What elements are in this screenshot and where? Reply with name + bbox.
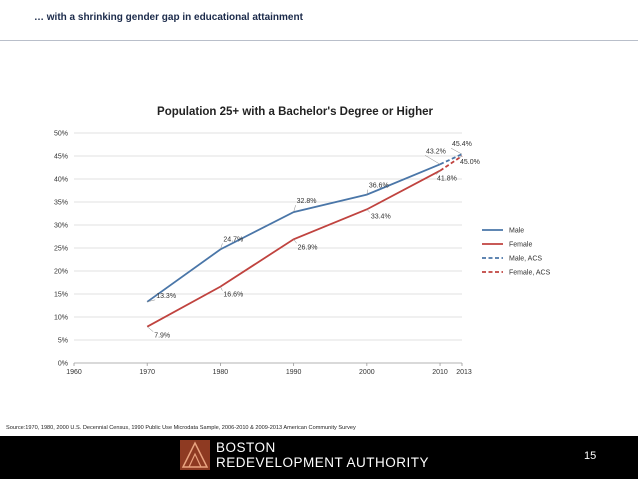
y-tick-label: 40% [54, 177, 68, 184]
data-label-leader [458, 155, 463, 159]
y-tick-label: 15% [54, 292, 68, 299]
data-label: 33.4% [371, 213, 391, 220]
series-line-female [146, 169, 441, 328]
y-tick-label: 20% [54, 269, 68, 276]
y-tick-label: 5% [58, 338, 68, 345]
legend-entry: Female, ACS [509, 270, 551, 277]
bra-logo: BOSTON REDEVELOPMENT AUTHORITY [180, 440, 429, 470]
data-label: 26.9% [298, 244, 318, 251]
data-label-leader [424, 155, 441, 165]
data-label-leader [147, 326, 154, 332]
data-label-leader [147, 299, 156, 303]
data-label-leader [366, 209, 371, 213]
data-label: 16.6% [223, 292, 243, 299]
x-tick-label: 1960 [66, 369, 82, 376]
y-tick-label: 35% [54, 200, 68, 207]
data-label-leader [293, 205, 296, 213]
chart-legend: Male Female Male, ACS Female, ACS [482, 228, 551, 277]
y-tick-label: 10% [54, 315, 68, 322]
series-line-female-acs [439, 155, 463, 172]
legend-entry: Male, ACS [509, 256, 542, 263]
bachelor-degree-line-chart: Population 25+ with a Bachelor's Degree … [54, 106, 551, 377]
data-label-leader [450, 147, 463, 155]
data-label: 41.8% [437, 176, 457, 183]
data-label: 45.4% [452, 141, 472, 148]
x-tick-label: 2010 [432, 369, 448, 376]
header-divider [0, 40, 638, 41]
y-tick-label: 25% [54, 246, 68, 253]
data-label: 32.8% [297, 198, 317, 205]
x-tick-label: 1990 [286, 369, 302, 376]
logo-line-2: REDEVELOPMENT AUTHORITY [216, 455, 430, 470]
data-label: 36.6% [369, 183, 389, 190]
chart-data-labels: 13.3% 24.7% 32.8% 36.6% 43.2% 7.9% 16.6% 26.9% 3… [147, 141, 480, 340]
data-label-leader [220, 243, 223, 250]
y-tick-label: 30% [54, 223, 68, 230]
data-label: 45.0% [460, 159, 480, 166]
slide-headline: … with a shrinking gender gap in educati… [34, 12, 303, 23]
data-label-leader [293, 239, 297, 244]
data-label: 24.7% [223, 236, 243, 243]
series-line-male-acs [439, 153, 463, 166]
footer-bar [0, 436, 638, 479]
x-tick-label: 1970 [139, 369, 155, 376]
chart-gridlines [74, 132, 462, 364]
data-label: 7.9% [154, 333, 170, 340]
data-label-leader [366, 189, 369, 195]
y-tick-label: 45% [54, 154, 68, 161]
chart-series-lines [146, 153, 463, 328]
legend-entry: Female [509, 242, 532, 249]
source-note: Source:1970, 1980, 2000 U.S. Decennial C… [6, 425, 356, 431]
y-tick-label: 0% [58, 361, 68, 368]
page-number: 15 [584, 450, 597, 462]
data-label: 13.3% [156, 293, 176, 300]
data-label: 43.2% [426, 148, 446, 155]
x-tick-label: 2000 [359, 369, 375, 376]
legend-entry: Male [509, 228, 524, 235]
x-tick-label: 2013 [456, 369, 472, 376]
bra-logo-mark-icon [180, 440, 210, 470]
chart-title: Population 25+ with a Bachelor's Degree … [157, 106, 433, 118]
series-line-male [146, 163, 441, 303]
data-label-leader [220, 286, 223, 291]
y-tick-label: 50% [54, 131, 68, 138]
data-label-leader [435, 170, 441, 175]
x-tick-label: 1980 [213, 369, 229, 376]
logo-line-1: BOSTON [216, 440, 276, 455]
chart-axes: 0% 5% 10% 15% 20% 25% 30% 35% 40% 45% 50% 1960 1970 1… [54, 131, 472, 377]
